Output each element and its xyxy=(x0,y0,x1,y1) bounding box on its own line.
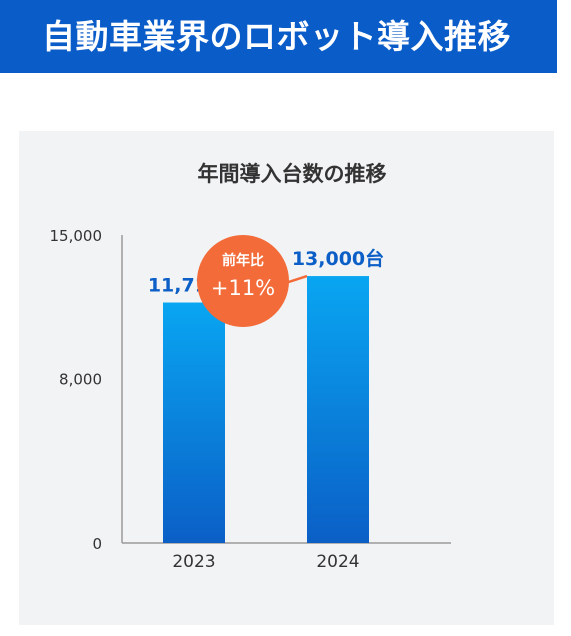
yoy-badge-circle xyxy=(197,235,289,327)
bar-2024 xyxy=(307,276,369,543)
x-tick-label: 2024 xyxy=(316,552,359,572)
y-tick-label: 0 xyxy=(92,535,102,553)
yoy-badge-title: 前年比 xyxy=(222,252,264,269)
yoy-badge: 前年比 +11% xyxy=(197,235,289,327)
page-title: 自動車業界のロボット導入推移 xyxy=(42,17,511,56)
y-tick-label: 8,000 xyxy=(59,371,102,389)
y-axis-ticks: 0 8,000 15,000 xyxy=(50,227,103,553)
bar-value-label: 13,000台 xyxy=(292,247,384,270)
header-band: 自動車業界のロボット導入推移 xyxy=(0,0,557,73)
chart-title: 年間導入台数の推移 xyxy=(198,162,387,186)
y-tick-label: 15,000 xyxy=(50,227,103,245)
bars-group xyxy=(163,276,369,543)
yoy-badge-value: +11% xyxy=(211,276,275,300)
bar-2023 xyxy=(163,302,225,543)
x-tick-label: 2023 xyxy=(172,552,215,572)
x-axis-ticks: 2023 2024 xyxy=(172,552,359,572)
